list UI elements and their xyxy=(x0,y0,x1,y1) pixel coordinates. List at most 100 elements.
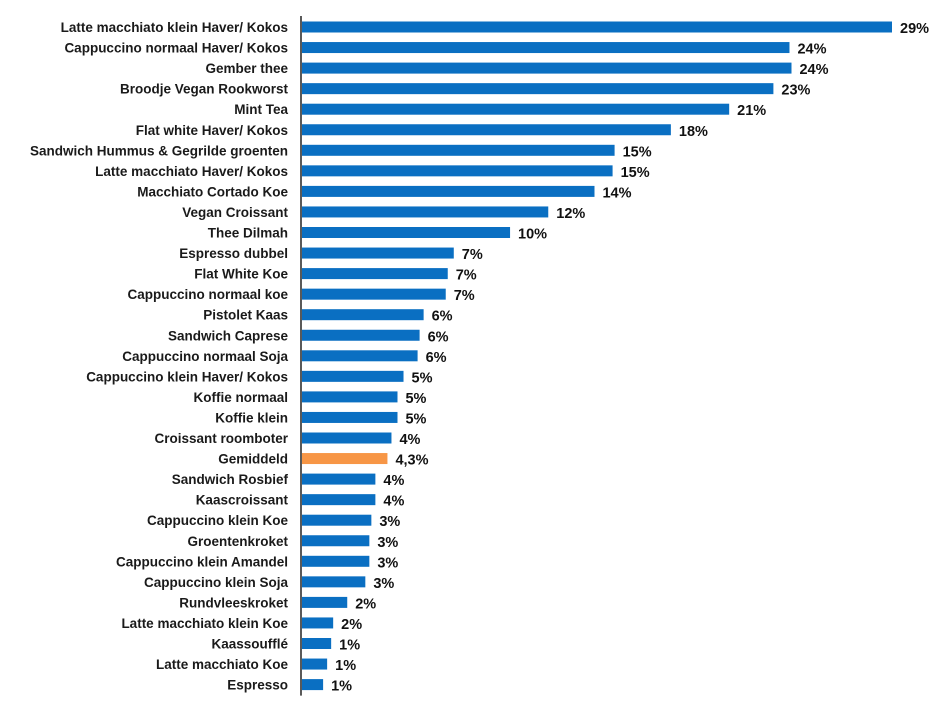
value-label-croissant-roomboter: 4% xyxy=(399,432,420,448)
value-label-thee-dilmah: 10% xyxy=(518,227,547,243)
category-label-kaascroissant: Kaascroissant xyxy=(196,493,289,508)
bar-thee-dilmah xyxy=(302,227,511,238)
category-label-espresso-dubbel: Espresso dubbel xyxy=(179,246,288,261)
bar-mint-tea xyxy=(302,103,730,115)
value-label-cappuccino-normaal-koe: 7% xyxy=(454,288,475,304)
category-label-cappuccino-normaal-haver-kokos: Cappuccino normaal Haver/ Kokos xyxy=(64,41,288,56)
bar-sandwich-caprese xyxy=(302,329,420,341)
bar-pistolet-kaas xyxy=(302,309,424,321)
category-label-cappuccino-klein-haver-kokos: Cappuccino klein Haver/ Kokos xyxy=(86,369,288,384)
category-label-espresso: Espresso xyxy=(227,678,288,693)
category-label-macchiato-cortado-koe: Macchiato Cortado Koe xyxy=(137,184,288,199)
category-label-latte-macchiato-haver-kokos: Latte macchiato Haver/ Kokos xyxy=(95,164,288,179)
bar-group: Latte macchiato klein Haver/ Kokos 29% Cap… xyxy=(30,20,929,695)
bar-cappuccino-normaal-soja xyxy=(302,350,418,362)
value-label-flat-white-koe: 7% xyxy=(456,268,477,284)
value-label-vegan-croissant: 12% xyxy=(556,206,585,222)
value-label-sandwich-rosbief: 4% xyxy=(383,473,404,489)
bar-macchiato-cortado-koe xyxy=(302,185,595,197)
bar-gemiddeld xyxy=(302,453,388,465)
bar-vegan-croissant xyxy=(302,206,549,218)
bar-kaascroissant xyxy=(302,494,376,506)
bar-latte-macchiato-haver-kokos xyxy=(302,165,613,177)
bar-kaassouffle xyxy=(302,638,332,649)
category-label-cappuccino-normaal-koe: Cappuccino normaal koe xyxy=(127,287,288,302)
bar-cappuccino-normaal-haver-kokos xyxy=(302,42,790,54)
bar-rundvleeskroket xyxy=(302,596,348,608)
category-label-vegan-croissant: Vegan Croissant xyxy=(182,205,288,220)
category-label-croissant-roomboter: Croissant roomboter xyxy=(154,431,288,446)
bar-sandwich-rosbief xyxy=(302,473,376,485)
value-label-cappuccino-klein-haver-kokos: 5% xyxy=(412,370,433,386)
bar-cappuccino-normaal-koe xyxy=(302,288,446,300)
category-label-cappuccino-normaal-soja: Cappuccino normaal Soja xyxy=(122,349,288,364)
bar-koffie-normaal xyxy=(302,391,398,403)
value-label-sandwich-hummus-gegrilde-groenten: 15% xyxy=(623,144,652,160)
bar-koffie-klein xyxy=(302,411,398,423)
category-label-latte-macchiato-koe: Latte macchiato Koe xyxy=(156,657,289,672)
category-label-mint-tea: Mint Tea xyxy=(234,102,288,117)
category-label-gember-thee: Gember thee xyxy=(205,61,288,76)
value-label-espresso: 1% xyxy=(331,679,352,695)
category-label-latte-macchiato-klein-koe: Latte macchiato klein Koe xyxy=(121,616,288,631)
category-label-latte-macchiato-klein-haver-kokos: Latte macchiato klein Haver/ Kokos xyxy=(61,20,288,35)
bar-latte-macchiato-koe xyxy=(302,658,328,670)
category-label-cappuccino-klein-soja: Cappuccino klein Soja xyxy=(144,575,289,590)
bar-groentenkroket xyxy=(302,535,370,547)
bar-latte-macchiato-klein-koe xyxy=(302,617,334,629)
bar-flat-white-haver-kokos xyxy=(302,124,671,136)
value-label-latte-macchiato-klein-koe: 2% xyxy=(341,617,362,633)
category-label-rundvleeskroket: Rundvleeskroket xyxy=(179,595,288,610)
bar-latte-macchiato-klein-haver-kokos xyxy=(302,21,892,33)
value-label-cappuccino-normaal-soja: 6% xyxy=(426,350,447,366)
value-label-broodje-vegan-rookworst: 23% xyxy=(781,83,810,99)
value-label-rundvleeskroket: 2% xyxy=(355,596,376,612)
value-label-pistolet-kaas: 6% xyxy=(432,309,453,325)
bar-flat-white-koe xyxy=(302,268,448,280)
bar-cappuccino-klein-amandel xyxy=(302,555,370,567)
value-label-espresso-dubbel: 7% xyxy=(462,247,483,263)
bar-broodje-vegan-rookworst xyxy=(302,83,774,95)
value-label-kaassouffle: 1% xyxy=(339,638,360,654)
value-label-mint-tea: 21% xyxy=(737,103,766,119)
category-label-flat-white-koe: Flat White Koe xyxy=(194,267,288,282)
category-label-groentenkroket: Groentenkroket xyxy=(187,534,288,549)
bar-espresso xyxy=(302,679,324,691)
bar-espresso-dubbel xyxy=(302,247,454,259)
value-label-latte-macchiato-koe: 1% xyxy=(335,658,356,674)
value-label-cappuccino-klein-amandel: 3% xyxy=(377,555,398,571)
bar-croissant-roomboter xyxy=(302,432,392,444)
value-label-gember-thee: 24% xyxy=(799,62,828,78)
value-label-sandwich-caprese: 6% xyxy=(428,329,449,345)
value-label-cappuccino-klein-soja: 3% xyxy=(373,576,394,592)
bar-cappuccino-klein-soja xyxy=(302,576,366,588)
category-label-sandwich-caprese: Sandwich Caprese xyxy=(168,328,289,343)
category-label-koffie-normaal: Koffie normaal xyxy=(193,390,288,405)
category-label-flat-white-haver-kokos: Flat white Haver/ Kokos xyxy=(136,123,288,138)
category-label-sandwich-rosbief: Sandwich Rosbief xyxy=(172,472,289,487)
value-label-kaascroissant: 4% xyxy=(383,494,404,510)
category-label-pistolet-kaas: Pistolet Kaas xyxy=(203,308,288,323)
category-label-kaassouffle: Kaassoufflé xyxy=(211,637,288,652)
category-label-cappuccino-klein-amandel: Cappuccino klein Amandel xyxy=(116,554,288,569)
value-label-koffie-normaal: 5% xyxy=(405,391,426,407)
bar-cappuccino-klein-haver-kokos xyxy=(302,370,404,382)
category-label-thee-dilmah: Thee Dilmah xyxy=(208,226,288,241)
bar-cappuccino-klein-koe xyxy=(302,514,372,526)
value-label-gemiddeld: 4,3% xyxy=(395,453,428,469)
value-label-groentenkroket: 3% xyxy=(377,535,398,551)
value-label-latte-macchiato-haver-kokos: 15% xyxy=(621,165,650,181)
category-label-sandwich-hummus-gegrilde-groenten: Sandwich Hummus & Gegrilde groenten xyxy=(30,143,288,158)
category-label-cappuccino-klein-koe: Cappuccino klein Koe xyxy=(147,513,289,528)
bar-gember-thee xyxy=(302,62,792,74)
value-label-cappuccino-klein-koe: 3% xyxy=(379,514,400,530)
value-label-cappuccino-normaal-haver-kokos: 24% xyxy=(797,42,826,58)
value-label-macchiato-cortado-koe: 14% xyxy=(602,185,631,201)
value-label-flat-white-haver-kokos: 18% xyxy=(679,124,708,140)
category-label-broodje-vegan-rookworst: Broodje Vegan Rookworst xyxy=(120,82,289,97)
value-label-koffie-klein: 5% xyxy=(405,411,426,427)
value-label-latte-macchiato-klein-haver-kokos: 29% xyxy=(900,21,929,37)
bar-sandwich-hummus-gegrilde-groenten xyxy=(302,144,615,156)
category-label-koffie-klein: Koffie klein xyxy=(215,410,288,425)
